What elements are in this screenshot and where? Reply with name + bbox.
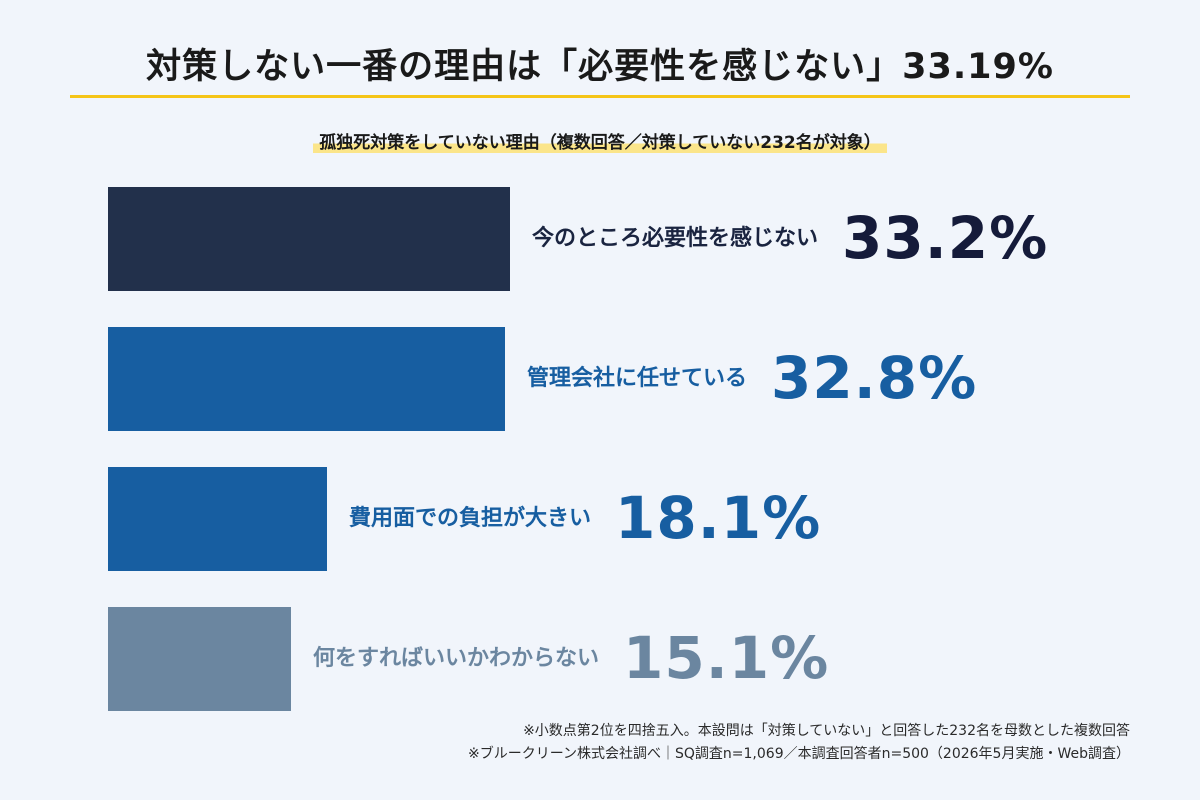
footnote-rounding: ※小数点第2位を四捨五入。本設問は「対策していない」と回答した232名を母数とし…: [523, 723, 1130, 739]
bar-value-label: 15.1%: [623, 624, 830, 692]
footnote-source: ※ブルークリーン株式会社調べ｜SQ調査n=1,069／本調査回答者n=500（2…: [467, 746, 1130, 762]
bar-category-label: 費用面での負担が大きい: [349, 506, 592, 531]
bar-value-label: 33.2%: [842, 204, 1049, 272]
bar-category-label: 何をすればいいかわからない: [313, 646, 600, 671]
chart-title: 孤独死対策をしていない理由（複数回答／対策していない232名が対象）: [313, 128, 887, 155]
bar: [108, 607, 291, 711]
footnotes: ※小数点第2位を四捨五入。本設問は「対策していない」と回答した232名を母数とし…: [468, 720, 1130, 766]
page-title: 対策しない一番の理由は「必要性を感じない」33.19%: [146, 47, 1054, 87]
bar-value-label: 32.8%: [771, 344, 978, 412]
bar-value-label: 18.1%: [615, 484, 822, 552]
bar-category-label: 今のところ必要性を感じない: [532, 226, 819, 251]
bar: [108, 327, 505, 431]
title-underline: [70, 95, 1130, 98]
chart-title-wrap: 孤独死対策をしていない理由（複数回答／対策していない232名が対象）: [0, 128, 1200, 155]
bar-category-label: 管理会社に任せている: [527, 366, 748, 391]
bar: [108, 187, 510, 291]
bar: [108, 467, 327, 571]
